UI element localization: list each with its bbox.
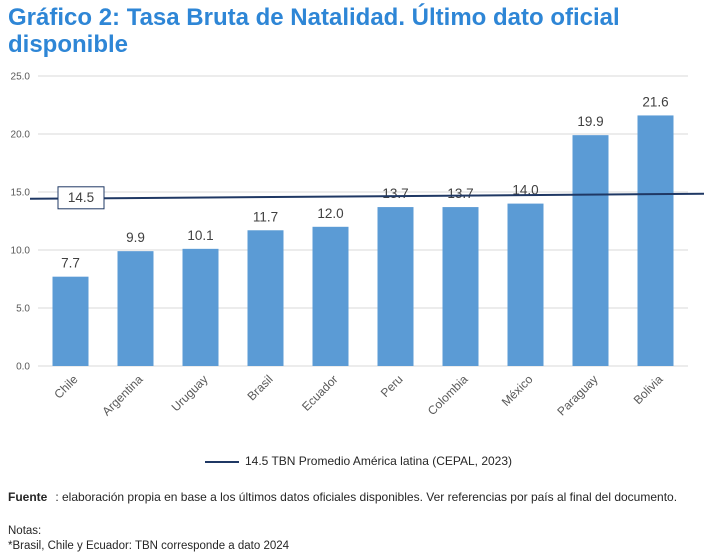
bar: [52, 276, 89, 366]
bar: [637, 115, 674, 366]
y-tick-label: 20.0: [11, 130, 31, 141]
bar-chart: 0.0 5.0 10.0 15.0 20.0 25.0 7.7 9.9 10.1 11.7 12.…: [11, 72, 705, 418]
legend: 14.5 TBN Promedio América latina (CEPAL,…: [205, 454, 512, 468]
x-tick-label: Colombia: [425, 372, 471, 418]
x-tick-label: Chile: [51, 372, 80, 401]
y-tick-label: 15.0: [11, 188, 31, 199]
data-label: 12.0: [317, 206, 343, 221]
legend-label: 14.5 TBN Promedio América latina (CEPAL,…: [245, 454, 513, 468]
x-tick-label: Argentina: [99, 372, 145, 418]
notes-text: *Brasil, Chile y Ecuador: TBN correspond…: [8, 540, 290, 552]
bar: [182, 248, 219, 366]
data-label: 21.6: [642, 94, 668, 109]
x-tick-label: Uruguay: [169, 372, 211, 414]
data-labels: 7.7 9.9 10.1 11.7 12.0 13.7 13.7 14.0 19.9 21.6: [61, 94, 669, 270]
y-tick-label: 5.0: [16, 304, 30, 315]
bar: [117, 251, 154, 366]
source-label: Fuente: [8, 490, 48, 504]
x-tick-label: Brasil: [244, 372, 275, 403]
x-tick-label: Peru: [378, 372, 406, 400]
bars: [52, 115, 674, 366]
bar: [312, 226, 349, 366]
y-axis-ticks: 0.0 5.0 10.0 15.0 20.0 25.0: [11, 72, 31, 373]
notes-label: Notas:: [8, 525, 42, 537]
legend-line-swatch: [205, 460, 239, 463]
y-tick-label: 25.0: [11, 72, 31, 83]
reference-line-group: 14.5: [29, 186, 705, 210]
y-tick-label: 0.0: [16, 362, 30, 373]
bar: [507, 203, 544, 366]
data-label: 9.9: [126, 230, 145, 245]
data-label: 14.0: [512, 183, 538, 198]
data-label: 19.9: [577, 114, 603, 129]
data-label: 13.7: [447, 186, 473, 201]
x-tick-label: México: [499, 372, 536, 409]
x-tick-label: Bolivia: [631, 372, 666, 407]
reference-label: 14.5: [68, 190, 94, 205]
bar: [377, 207, 414, 366]
data-label: 10.1: [187, 228, 213, 243]
data-label: 7.7: [61, 256, 80, 271]
y-tick-label: 10.0: [11, 246, 31, 257]
bar: [572, 135, 609, 366]
chart-title: Gráfico 2: Tasa Bruta de Natalidad. Últi…: [8, 4, 620, 58]
x-tick-label: Ecuador: [299, 372, 341, 414]
source-text: : elaboración propia en base a los últim…: [55, 490, 678, 504]
reference-label-box: [57, 186, 105, 210]
data-label: 13.7: [382, 186, 408, 201]
bar: [247, 230, 284, 366]
bar: [442, 207, 479, 366]
x-axis-labels: Chile Argentina Uruguay Brasil Ecuador Peru Co…: [51, 372, 665, 418]
data-label: 11.7: [253, 209, 278, 224]
reference-line: [29, 192, 705, 200]
x-tick-label: Paraguay: [554, 372, 600, 418]
source-note: Fuente : elaboración propia en base a los…: [8, 490, 677, 504]
